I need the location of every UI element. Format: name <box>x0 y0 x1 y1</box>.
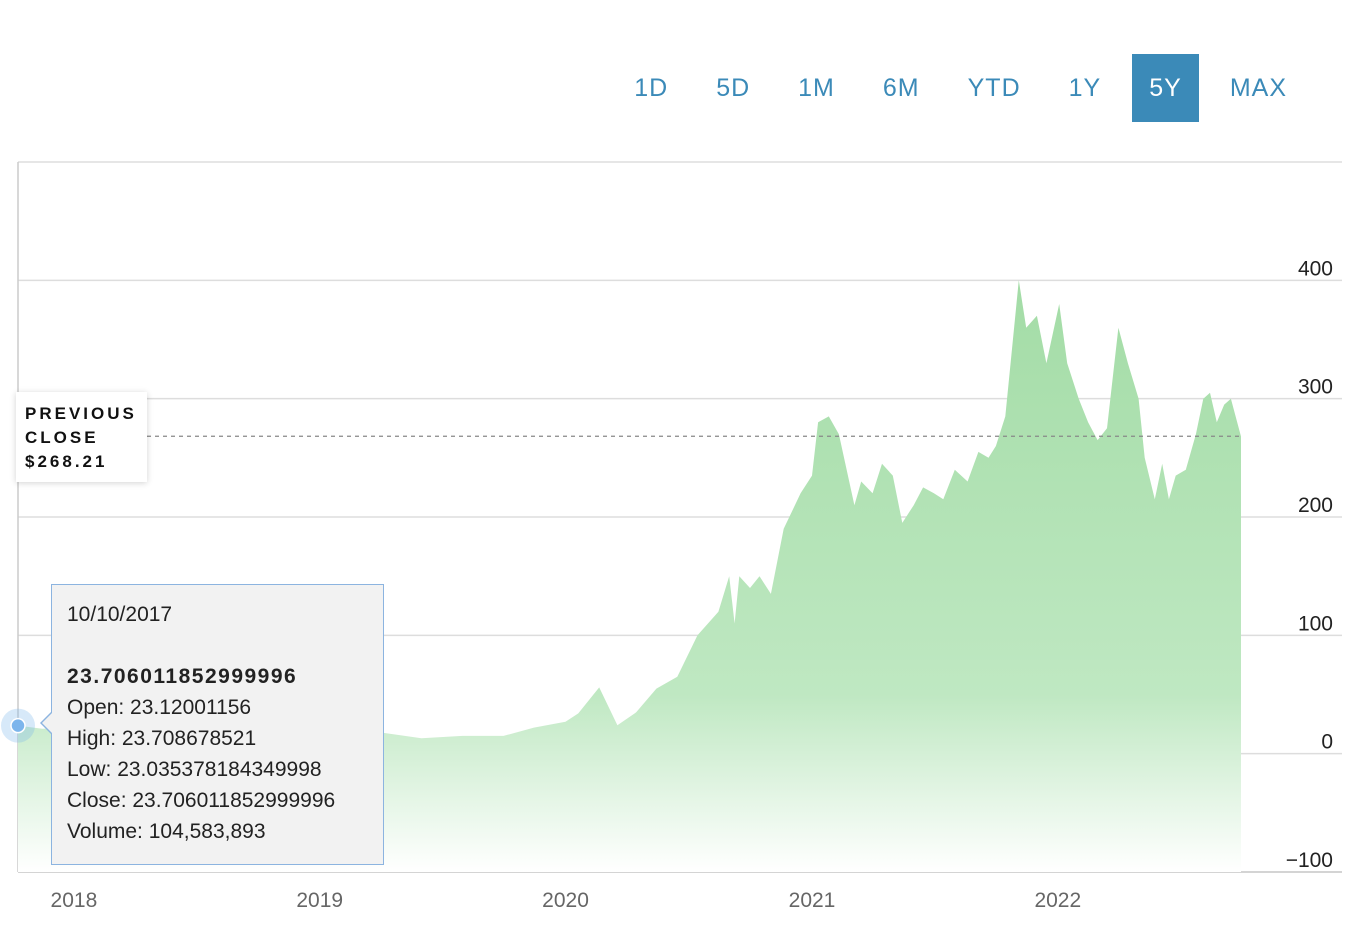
y-tick-label: 400 <box>1298 257 1333 280</box>
tooltip-low: Low: 23.035378184349998 <box>67 758 322 781</box>
y-tick-label: 100 <box>1298 612 1333 635</box>
tooltip-volume: Volume: 104,583,893 <box>67 820 266 843</box>
x-tick-label: 2022 <box>1034 889 1081 912</box>
tooltip-close: Close: 23.706011852999996 <box>67 789 336 812</box>
previous-close-badge: PREVIOUS CLOSE $268.21 <box>16 392 147 482</box>
time-range-selector: 1D 5D 1M 6M YTD 1Y 5Y MAX <box>603 54 1304 122</box>
previous-close-value: $268.21 <box>25 452 108 471</box>
y-tick-label: 200 <box>1298 494 1333 517</box>
previous-close-label-line1: PREVIOUS <box>25 404 137 423</box>
data-tooltip: 10/10/2017 23.706011852999996 Open: 23.1… <box>51 584 384 865</box>
y-tick-label: 300 <box>1298 376 1333 399</box>
hover-point <box>10 717 26 734</box>
range-button-1m[interactable]: 1M <box>798 73 835 102</box>
x-axis-ticks: 2018 2019 2020 2021 2022 <box>51 889 1082 912</box>
range-button-5d[interactable]: 5D <box>716 73 751 102</box>
tooltip-date: 10/10/2017 <box>67 603 173 626</box>
x-tick-label: 2019 <box>296 889 343 912</box>
x-tick-label: 2020 <box>542 889 589 912</box>
tooltip-high: High: 23.708678521 <box>67 727 257 750</box>
range-button-6m[interactable]: 6M <box>882 73 920 102</box>
tooltip-pointer-inner <box>42 712 53 734</box>
range-button-1d[interactable]: 1D <box>634 73 669 102</box>
series-area <box>18 280 1241 872</box>
range-button-5y[interactable]: 5Y <box>1132 54 1199 122</box>
range-button-max[interactable]: MAX <box>1229 73 1287 102</box>
y-tick-label: 0 <box>1321 731 1333 754</box>
hover-marker <box>1 708 35 743</box>
tooltip-value: 23.706011852999996 <box>67 665 298 688</box>
previous-close-label-line2: CLOSE <box>25 428 99 447</box>
y-axis-ticks: −100 0 100 200 300 400 <box>1286 257 1333 872</box>
range-button-1y[interactable]: 1Y <box>1068 73 1102 102</box>
y-tick-label: −100 <box>1286 849 1333 872</box>
tooltip-open: Open: 23.12001156 <box>67 696 252 719</box>
x-tick-label: 2018 <box>51 889 98 912</box>
range-button-ytd[interactable]: YTD <box>967 73 1021 102</box>
x-tick-label: 2021 <box>789 889 836 912</box>
price-area <box>18 280 1241 872</box>
